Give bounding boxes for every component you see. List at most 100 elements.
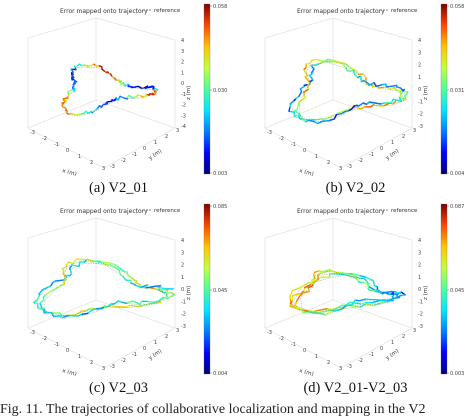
trajectory-segment: [328, 118, 336, 122]
reference-path: [34, 260, 176, 319]
x-tick-label: -3: [30, 130, 35, 136]
x-axis-label: x (m): [61, 368, 77, 378]
trajectory-segment: [291, 286, 301, 292]
axis-edge: [27, 217, 97, 239]
trajectory-segment: [330, 114, 337, 117]
trajectory-segment: [149, 287, 157, 290]
trajectory-segment: [39, 299, 45, 304]
axis-edge: [103, 327, 176, 369]
trajectory-segment: [62, 314, 70, 319]
trajectory-segment: [75, 310, 83, 316]
z-tick-label: 0: [418, 287, 421, 293]
y-tick-label: 2: [165, 334, 168, 340]
trajectory-segment: [382, 290, 393, 294]
trajectory-segment: [303, 88, 310, 94]
trajectory-segment: [296, 295, 301, 302]
z-tick-label: 0: [181, 81, 184, 87]
colorbar-tick-label: 0.087: [450, 204, 464, 210]
trajectory-segment: [298, 291, 304, 298]
y-tick-label: 1: [154, 340, 157, 346]
caption-c: (c) V2_03: [89, 380, 148, 396]
trajectory-segment: [56, 284, 63, 289]
trajectory-segment: [314, 58, 323, 62]
trajectory-segment: [86, 258, 94, 263]
trajectory-segment: [313, 270, 320, 274]
colorbar: [440, 3, 448, 175]
reference-path: [62, 66, 157, 117]
x-tick-label: 2: [327, 360, 330, 366]
trajectory-segment: [289, 99, 295, 105]
y-tick-label: -1: [132, 152, 137, 158]
trajectory-segment: [359, 303, 367, 309]
z-tick-label: 3: [418, 50, 421, 56]
z-tick-label: -2: [181, 103, 186, 109]
trajectory-segment: [359, 301, 367, 305]
trajectory-segment: [352, 305, 361, 309]
trajectory-segment: [371, 299, 382, 304]
trajectory-segment: [355, 277, 360, 283]
axis-edge: [332, 17, 413, 41]
z-tick-label: 0: [181, 287, 184, 293]
colorbar-tick-label: 0.030: [213, 88, 227, 94]
colorbar-tick-label: 0.058: [213, 4, 227, 10]
trajectory-segment: [326, 307, 334, 311]
plot-c: Error mapped onto trajectory reference 4 3 2…: [27, 203, 227, 378]
legend-label: reference: [391, 8, 418, 14]
trajectory-segment: [324, 270, 333, 273]
x-tick-label: -3: [267, 330, 272, 336]
trajectory-segment: [296, 306, 303, 310]
y-tick-label: 2: [165, 134, 168, 140]
trajectory-segment: [375, 289, 382, 293]
x-tick-label: 3: [339, 366, 342, 372]
trajectory-segment: [340, 110, 347, 115]
x-tick-label: 1: [315, 154, 318, 160]
trajectory-segment: [294, 300, 298, 306]
z-tick-label: 1: [418, 275, 421, 281]
axis-edge: [264, 217, 334, 239]
plot-b: Error mapped onto trajectory reference 4 3 2…: [264, 3, 464, 178]
axis-edge: [95, 217, 176, 241]
trajectory-segment: [298, 90, 303, 97]
trajectory-segment: [363, 79, 370, 85]
trajectory-segment: [308, 74, 314, 81]
trajectory-segment: [340, 62, 347, 69]
y-tick-label: 0: [380, 146, 383, 152]
x-tick-label: 3: [339, 166, 342, 172]
z-tick-label: 0: [418, 87, 421, 93]
z-tick-label: 4: [418, 238, 421, 244]
axis-edge: [340, 327, 413, 369]
panel-b: Error mapped onto trajectory reference 4 3 2…: [237, 0, 474, 188]
trajectory-segment: [132, 300, 141, 306]
colorbar-tick-label: 0.004: [213, 371, 227, 377]
trajectory-segment: [390, 290, 397, 293]
trajectory-segment: [321, 268, 331, 273]
y-tick-label: 3: [176, 128, 179, 134]
trajectory: [61, 63, 159, 116]
y-tick-label: 3: [413, 128, 416, 134]
y-tick-label: -2: [358, 358, 363, 364]
x-tick-label: -1: [291, 342, 296, 348]
z-tick-label: 1: [181, 70, 184, 76]
trajectory-segment: [44, 291, 50, 296]
axis-edge: [27, 127, 105, 169]
z-tick-label: -1: [181, 299, 186, 305]
y-tick-label: -2: [121, 358, 126, 364]
trajectory-segment: [325, 309, 334, 312]
x-tick-label: 2: [327, 160, 330, 166]
axis-edge: [264, 299, 334, 329]
y-axis-label: y (m): [385, 148, 400, 161]
trajectory-segment: [368, 285, 375, 291]
trajectory-segment: [299, 85, 306, 90]
plot-title: Error mapped onto trajectory: [60, 8, 148, 15]
trajectory-segment: [91, 108, 98, 114]
axis-edge: [332, 217, 413, 241]
z-tick-label: -2: [418, 112, 423, 118]
trajectory-segment: [109, 264, 116, 268]
trajectory-segment: [86, 309, 93, 315]
z-tick-label: 3: [181, 49, 184, 55]
trajectory-segment: [362, 73, 367, 79]
caption-a: (a) V2_01: [89, 180, 148, 196]
x-tick-label: 0: [303, 148, 306, 154]
trajectory-segment: [354, 299, 361, 302]
trajectory-segment: [348, 66, 355, 71]
